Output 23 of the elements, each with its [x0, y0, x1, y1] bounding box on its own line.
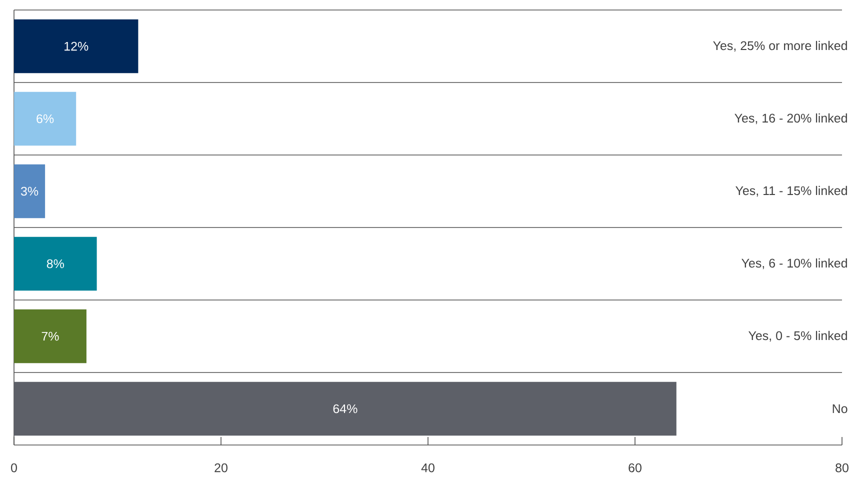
- y-tick-label: Yes, 25% or more linked: [713, 40, 847, 52]
- x-tick-label: 20: [214, 463, 228, 472]
- y-tick-label: No: [832, 404, 848, 414]
- data-label: 6%: [36, 114, 54, 124]
- data-label: 7%: [42, 332, 59, 341]
- data-label: 8%: [46, 259, 64, 268]
- bar: [14, 19, 138, 74]
- data-label: 64%: [333, 404, 358, 414]
- y-tick-label: Yes, 16 - 20% linked: [734, 113, 847, 124]
- bar: [14, 92, 76, 146]
- x-tick-label: 40: [421, 463, 434, 472]
- x-tick-label: 80: [836, 463, 848, 472]
- bar: [14, 164, 46, 218]
- y-tick-label: Yes, 11 - 15% linked: [736, 186, 847, 197]
- x-tick-label: 60: [628, 463, 642, 472]
- x-tick-label: 0: [11, 463, 17, 472]
- bar: [14, 236, 97, 291]
- bar: [14, 309, 86, 364]
- y-tick-label: Yes, 6 - 10% linked: [742, 258, 847, 270]
- data-label: 3%: [20, 186, 38, 196]
- y-tick-label: Yes, 0 - 5% linked: [748, 330, 847, 342]
- data-label: 12%: [64, 42, 88, 51]
- bar: [14, 382, 676, 436]
